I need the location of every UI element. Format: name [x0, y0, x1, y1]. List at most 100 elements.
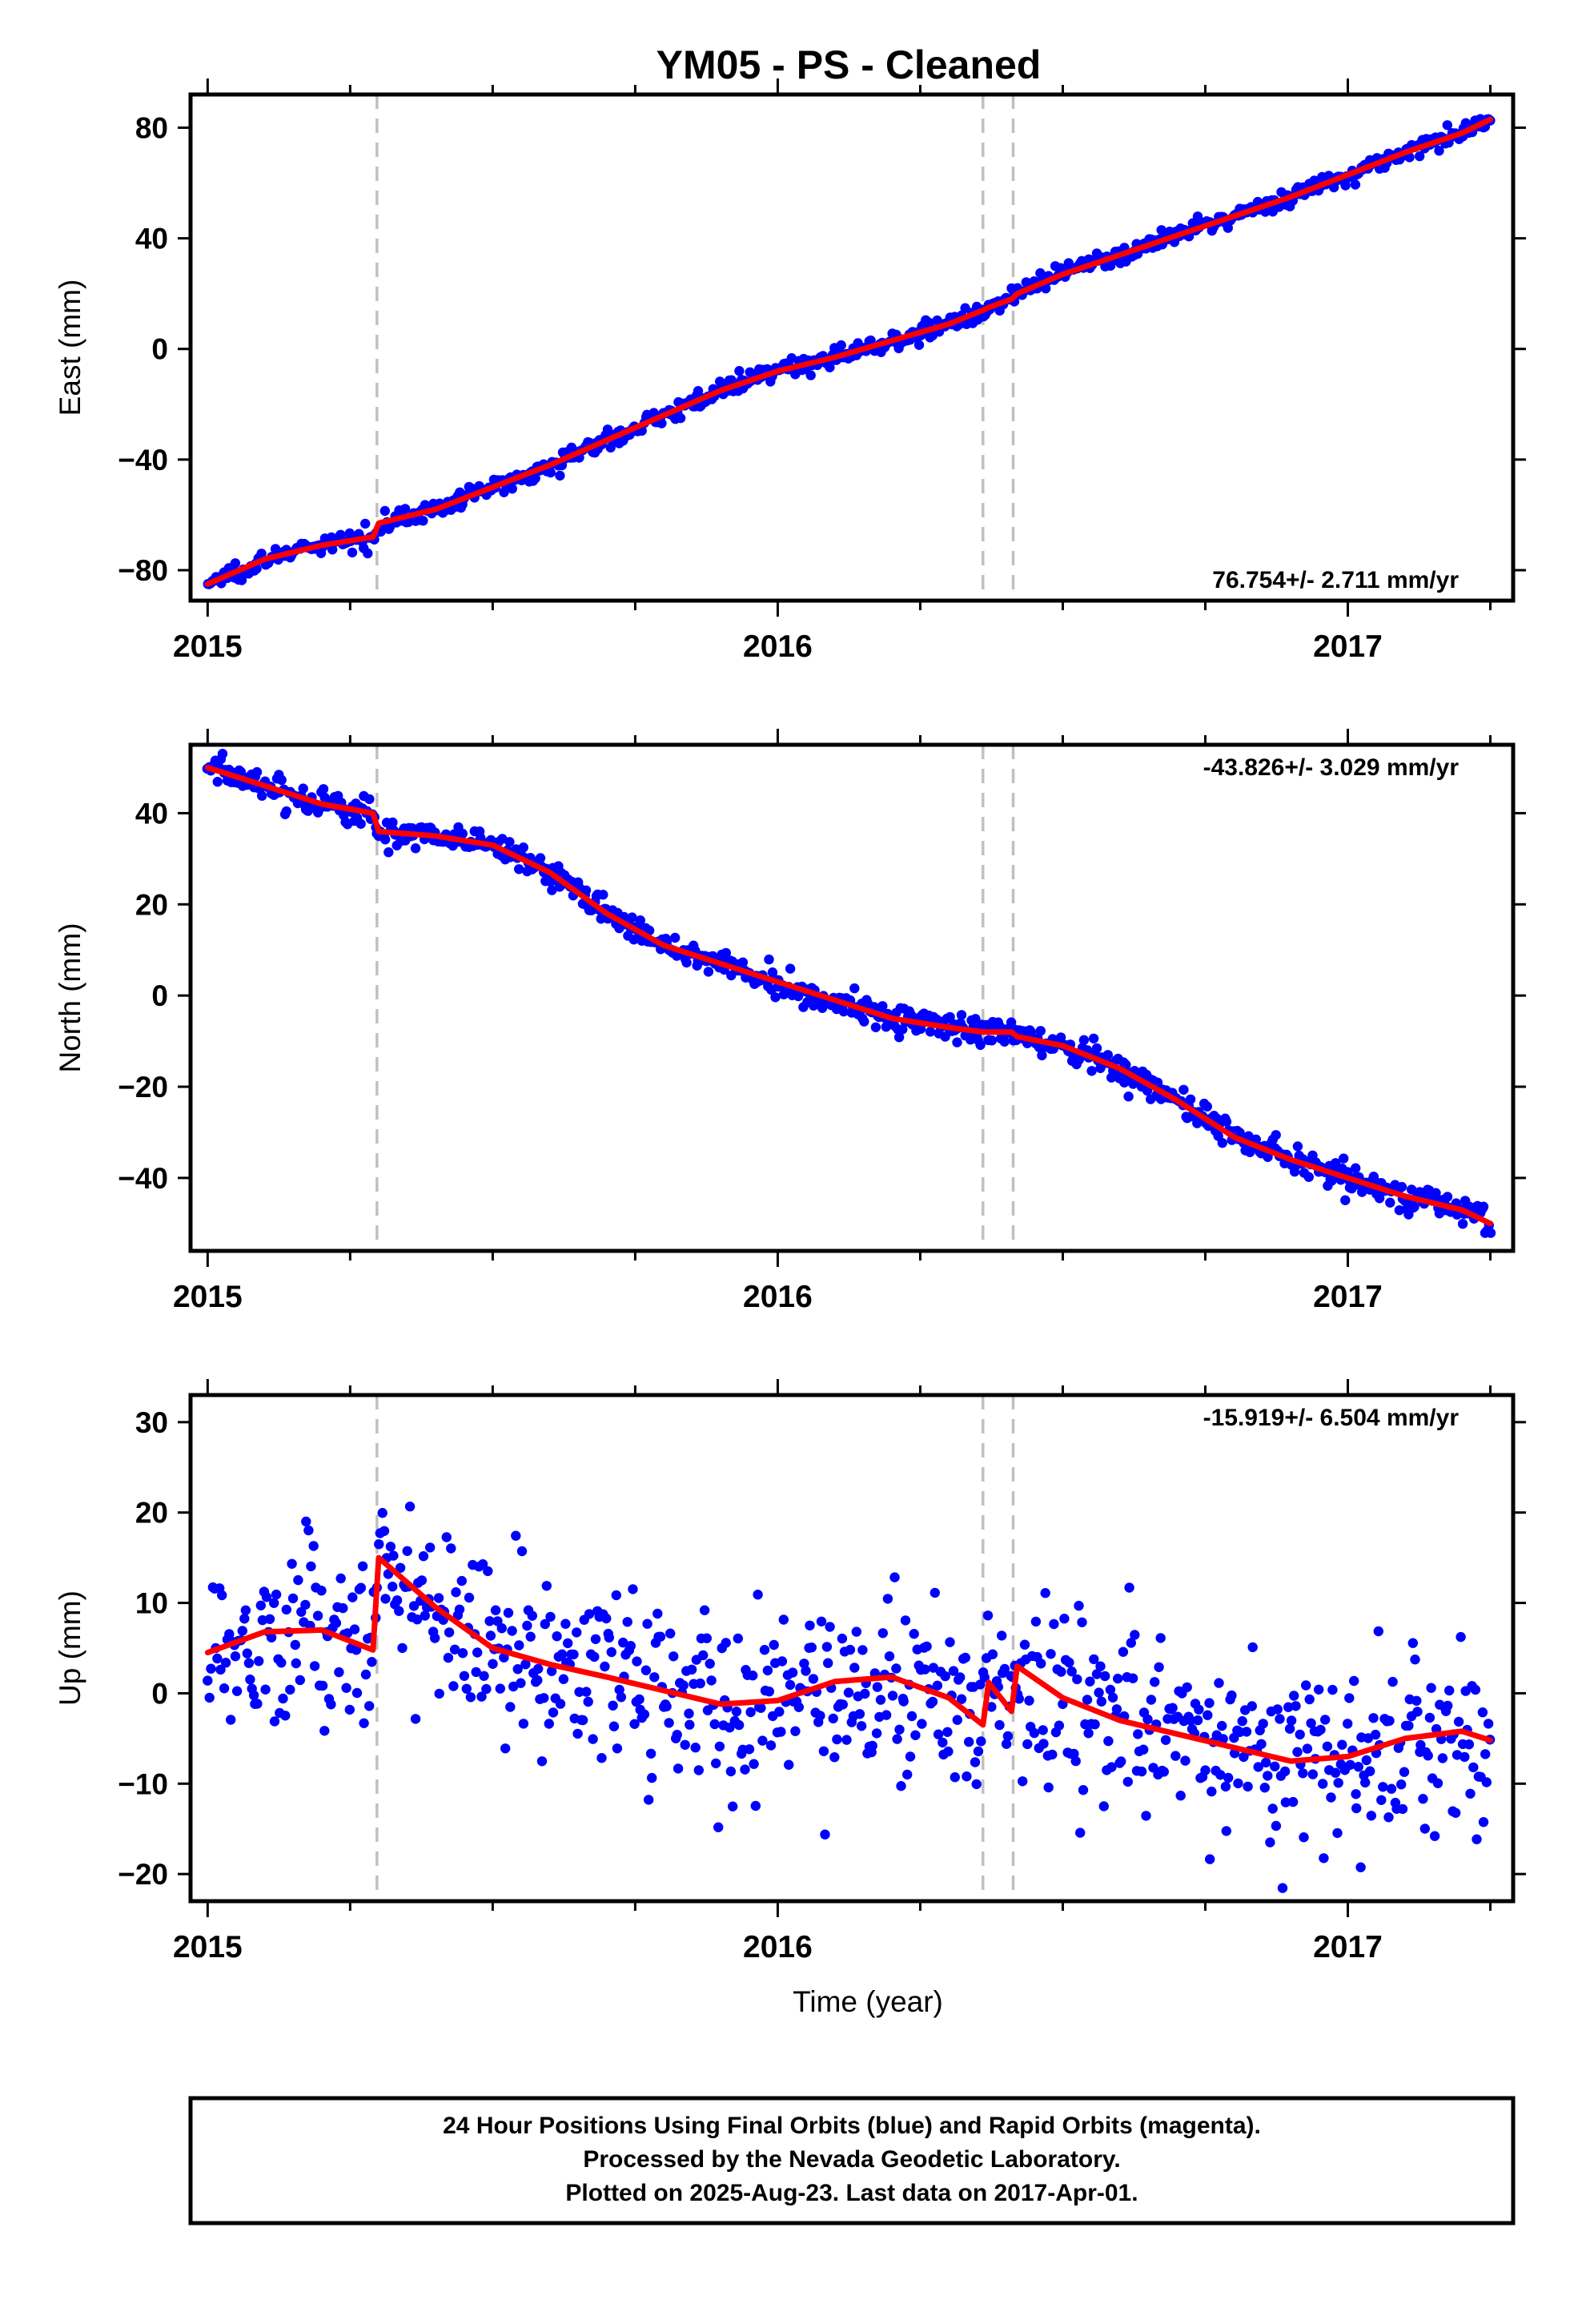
- data-point: [516, 1546, 528, 1557]
- panel-data: [202, 745, 1496, 1251]
- data-point: [215, 1664, 226, 1675]
- data-point: [224, 1629, 235, 1639]
- data-point: [388, 1550, 399, 1561]
- panel-data: [203, 1395, 1496, 1901]
- data-point: [1185, 1715, 1196, 1726]
- data-point: [669, 1651, 679, 1662]
- data-point: [580, 885, 592, 896]
- data-point: [927, 1696, 938, 1707]
- data-point: [539, 1693, 549, 1703]
- data-point: [555, 470, 565, 481]
- data-point: [1098, 1801, 1110, 1811]
- data-point: [344, 1704, 355, 1715]
- data-point: [449, 1644, 460, 1655]
- data-point: [604, 1632, 614, 1643]
- data-point: [628, 1584, 638, 1594]
- data-point: [1247, 1642, 1258, 1653]
- data-point: [1340, 1195, 1351, 1205]
- data-point: [849, 983, 860, 994]
- data-point: [1178, 1084, 1189, 1096]
- data-point: [1399, 1767, 1410, 1777]
- data-point: [471, 1667, 481, 1678]
- data-point: [1370, 1729, 1381, 1740]
- y-tick-label: 0: [151, 1677, 168, 1710]
- data-point: [1343, 1719, 1353, 1729]
- data-point: [309, 1661, 320, 1671]
- data-point: [1468, 1762, 1479, 1773]
- data-point: [647, 1772, 657, 1783]
- data-point: [1056, 1667, 1066, 1677]
- data-point: [790, 1726, 801, 1736]
- data-point: [1202, 1101, 1213, 1112]
- data-point: [1237, 1716, 1247, 1727]
- data-point: [1018, 1776, 1028, 1787]
- data-point: [1100, 1671, 1110, 1682]
- data-point: [527, 1610, 537, 1621]
- data-point: [649, 1672, 660, 1683]
- data-point: [374, 1539, 384, 1550]
- data-point: [680, 1739, 690, 1750]
- data-point: [206, 1663, 216, 1674]
- data-point: [1456, 1631, 1466, 1642]
- data-point: [546, 1666, 557, 1676]
- data-point: [251, 766, 263, 778]
- data-point: [590, 1634, 601, 1644]
- data-point: [308, 1541, 319, 1551]
- data-point: [832, 1734, 842, 1745]
- data-point: [1223, 1772, 1234, 1783]
- data-point: [1442, 1192, 1453, 1202]
- data-point: [465, 1692, 476, 1703]
- data-point: [1423, 1751, 1433, 1761]
- data-point: [960, 1652, 971, 1663]
- data-point: [522, 1620, 532, 1631]
- data-point: [1373, 1626, 1384, 1637]
- data-point: [774, 1707, 785, 1717]
- data-point: [1339, 1153, 1349, 1164]
- data-point: [614, 1684, 624, 1695]
- data-point: [219, 1683, 230, 1694]
- data-point: [756, 1703, 766, 1713]
- data-point: [532, 1675, 543, 1686]
- data-point: [379, 1526, 390, 1537]
- data-point: [1470, 1684, 1481, 1695]
- data-point: [693, 386, 704, 396]
- data-point: [351, 1687, 363, 1699]
- data-point: [1415, 151, 1425, 162]
- data-point: [956, 1010, 967, 1020]
- y-tick-label: 40: [135, 223, 168, 255]
- data-point: [684, 1708, 694, 1719]
- data-point: [1280, 1797, 1291, 1807]
- data-point: [675, 412, 686, 424]
- data-point: [1360, 1777, 1371, 1788]
- data-point: [881, 1710, 892, 1720]
- data-point: [698, 1650, 709, 1661]
- data-point: [1424, 1712, 1435, 1723]
- data-point: [397, 1642, 408, 1654]
- data-point: [1029, 1727, 1040, 1739]
- data-point: [979, 1672, 990, 1683]
- data-point: [394, 1606, 404, 1616]
- data-point: [457, 1648, 468, 1659]
- data-point: [1366, 1811, 1377, 1821]
- data-point: [642, 1618, 652, 1629]
- data-point: [770, 992, 781, 1003]
- data-point: [503, 1607, 514, 1618]
- data-point: [1437, 1753, 1448, 1763]
- panels-group: 80 40 0 −40 −80 2015 2016 2017 East (mm) 76.754+/…: [54, 78, 1526, 2018]
- data-point: [269, 1716, 280, 1727]
- data-point: [733, 1719, 745, 1731]
- data-point: [1457, 1219, 1468, 1229]
- data-point: [686, 1664, 697, 1675]
- data-point: [1256, 1739, 1267, 1749]
- data-point: [1221, 1116, 1232, 1127]
- data-point: [264, 1614, 275, 1625]
- data-point: [744, 1744, 755, 1755]
- y-axis-label: East (mm): [54, 279, 86, 416]
- data-point: [1263, 1152, 1273, 1163]
- data-point: [1074, 1600, 1084, 1611]
- data-point: [245, 1675, 255, 1685]
- data-point: [212, 777, 223, 787]
- data-point: [726, 970, 737, 981]
- x-tick-label: 2015: [173, 629, 243, 664]
- data-point: [801, 1666, 811, 1676]
